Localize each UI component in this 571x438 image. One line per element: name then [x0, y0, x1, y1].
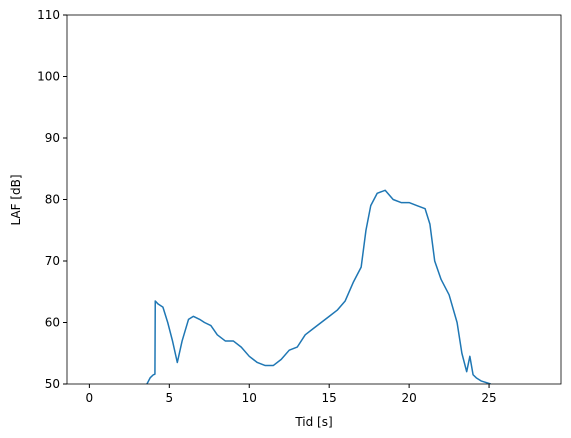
- x-tick-label: 10: [242, 391, 257, 405]
- x-axis-label: Tid [s]: [294, 415, 332, 429]
- y-tick-label: 60: [45, 316, 60, 330]
- x-tick-label: 25: [481, 391, 496, 405]
- y-tick-label: 50: [45, 377, 60, 391]
- plot-frame: [66, 14, 562, 385]
- x-tick-label: 15: [322, 391, 337, 405]
- x-tick-label: 5: [165, 391, 173, 405]
- line: [145, 189, 491, 384]
- y-tick-label: 90: [45, 131, 60, 145]
- y-axis-label: LAF [dB]: [9, 174, 23, 225]
- x-tick-label: 20: [401, 391, 416, 405]
- x-tick-label: 0: [86, 391, 94, 405]
- y-tick-label: 100: [37, 70, 60, 84]
- y-tick-label: 110: [37, 8, 60, 22]
- y-tick-label: 70: [45, 254, 60, 268]
- y-tick-label: 80: [45, 193, 60, 207]
